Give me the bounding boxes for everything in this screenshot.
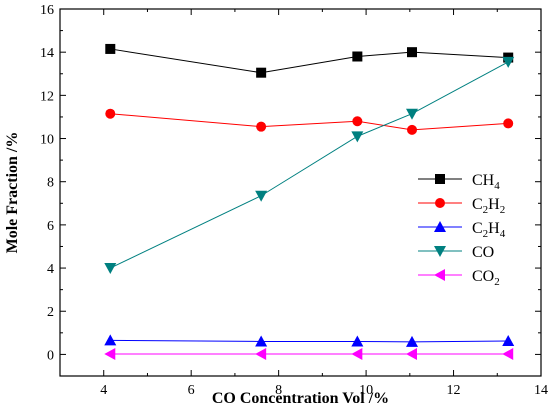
series-line: [110, 61, 509, 269]
data-point: [406, 108, 419, 120]
legend-marker: [435, 174, 445, 184]
series-co2: [104, 347, 514, 360]
legend-item-co: CO: [418, 244, 494, 261]
x-axis: 4 6 8 10 12 14: [59, 9, 548, 398]
data-point: [255, 190, 268, 202]
data-point: [351, 335, 364, 347]
y-tick-label: 16: [40, 3, 54, 18]
legend-marker: [435, 198, 445, 208]
legend-marker: [434, 269, 445, 281]
data-point: [105, 108, 116, 119]
data-point: [502, 56, 515, 68]
x-tick-label: 14: [534, 383, 548, 398]
data-point: [351, 131, 364, 143]
data-point: [406, 347, 418, 360]
legend-item-ch4: CH4: [418, 172, 500, 192]
x-tick-label: 10: [359, 383, 373, 398]
y-tick-label: 12: [40, 89, 54, 104]
data-point: [407, 47, 418, 58]
x-tick-label: 6: [188, 383, 195, 398]
series-line: [110, 339, 509, 343]
legend-label: C2H4: [472, 220, 506, 240]
series-line: [110, 48, 509, 74]
data-point: [406, 335, 419, 347]
data-point: [256, 121, 267, 132]
legend: CH4 C2H2 C2H4 CO CO2: [418, 172, 506, 288]
y-tick-label: 14: [40, 46, 54, 61]
series-co: [104, 56, 515, 275]
y-tick-label: 10: [40, 133, 54, 148]
plot-border: [59, 8, 542, 377]
legend-marker: [434, 221, 446, 232]
series-line: [110, 113, 509, 131]
data-point: [352, 51, 363, 62]
data-point: [104, 334, 117, 346]
legend-label: CO2: [472, 268, 500, 288]
data-point: [503, 118, 514, 129]
series-ch4: [105, 43, 514, 78]
legend-label: CO: [472, 244, 494, 261]
legend-label: CH4: [472, 172, 500, 192]
x-tick-label: 8: [275, 383, 282, 398]
legend-item-co2: CO2: [418, 268, 500, 288]
data-point: [502, 335, 515, 347]
data-point: [255, 347, 267, 360]
data-point: [256, 67, 267, 78]
y-tick-label: 4: [47, 262, 54, 277]
data-point: [502, 347, 514, 360]
y-tick-label: 8: [47, 176, 54, 191]
x-tick-label: 4: [100, 383, 107, 398]
data-point: [104, 347, 116, 360]
y-axis-title: Mole Fraction /%: [4, 132, 21, 254]
data-point: [352, 116, 363, 127]
legend-item-c2h4: C2H4: [418, 220, 506, 240]
x-axis-title: CO Concentration Vol /%: [212, 390, 389, 407]
x-tick-label: 12: [447, 383, 461, 398]
series-layer: [104, 43, 515, 360]
data-point: [105, 43, 116, 54]
data-point: [255, 335, 268, 347]
data-point: [351, 347, 363, 360]
y-tick-label: 0: [47, 348, 54, 363]
legend-label: C2H2: [472, 196, 505, 216]
series-c2h2: [105, 108, 514, 135]
data-point: [104, 263, 117, 275]
y-tick-label: 6: [47, 219, 54, 234]
series-c2h4: [104, 334, 515, 347]
data-point: [407, 124, 418, 135]
legend-marker: [434, 246, 446, 257]
plot-frame: [59, 8, 542, 377]
y-tick-label: 2: [47, 305, 54, 320]
legend-item-c2h2: C2H2: [418, 196, 505, 216]
y-axis: 0 2 4 6 8 10 12 14 16: [40, 3, 541, 377]
